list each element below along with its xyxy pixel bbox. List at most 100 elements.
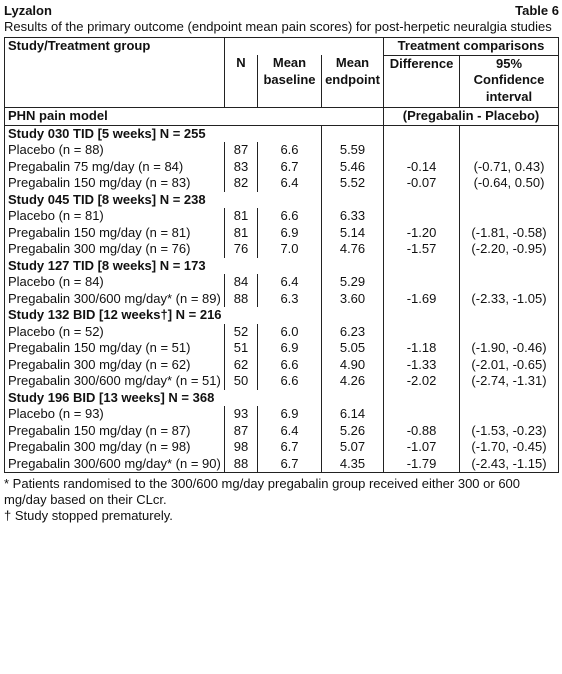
- empty-cell: [383, 257, 461, 274]
- value-cell: 5.14: [320, 224, 385, 241]
- data-row: Placebo (n = 81) 81 6.6 6.33: [4, 208, 559, 225]
- value-cell: (-2.01, -0.65): [459, 356, 559, 373]
- footnote: † Study stopped prematurely.: [4, 508, 173, 523]
- group-name: Pregabalin 150 mg/day (n = 83): [4, 175, 225, 192]
- value-cell: 5.07: [320, 439, 385, 456]
- value-cell: 93: [224, 406, 258, 423]
- value-cell: 88: [224, 290, 258, 307]
- study-heading: Study 045 TID [8 weeks] N = 238: [4, 191, 322, 208]
- column-header: Mean endpoint: [320, 55, 385, 108]
- empty-cell: [320, 257, 385, 274]
- value-cell: 5.05: [320, 340, 385, 357]
- value-cell: 4.35: [320, 455, 385, 473]
- value-cell: 50: [224, 373, 258, 390]
- value-cell: 84: [224, 274, 258, 291]
- study-heading: Study 132 BID [12 weeks†] N = 216: [4, 307, 322, 324]
- value-cell: 81: [224, 208, 258, 225]
- value-cell: 62: [224, 356, 258, 373]
- data-row: Pregabalin 300/600 mg/day* (n = 51) 50 6.6…: [4, 373, 559, 390]
- value-cell: 6.9: [257, 224, 322, 241]
- value-cell: -1.33: [383, 356, 461, 373]
- value-cell: 5.29: [320, 274, 385, 291]
- value-cell: (-2.20, -0.95): [459, 241, 559, 258]
- section-label: PHN pain model: [3, 107, 384, 126]
- value-cell: 76: [224, 241, 258, 258]
- group-name: Pregabalin 150 mg/day (n = 51): [4, 340, 225, 357]
- group-name: Pregabalin 300 mg/day (n = 76): [4, 241, 225, 258]
- value-cell: 6.3: [257, 290, 322, 307]
- value-cell: 6.23: [320, 323, 385, 340]
- value-cell: -0.14: [383, 158, 461, 175]
- header: Lyzalon Table 6: [4, 3, 559, 19]
- empty-cell: [383, 191, 461, 208]
- value-cell: 6.7: [257, 158, 322, 175]
- footnote: * Patients randomised to the 300/600 mg/…: [4, 476, 521, 507]
- group-name: Pregabalin 300 mg/day (n = 62): [4, 356, 225, 373]
- value-cell: 83: [224, 158, 258, 175]
- value-cell: (-1.90, -0.46): [459, 340, 559, 357]
- value-cell: -1.57: [383, 241, 461, 258]
- value-cell: (-2.74, -1.31): [459, 373, 559, 390]
- value-cell: -1.18: [383, 340, 461, 357]
- value-cell: 4.26: [320, 373, 385, 390]
- value-cell: 87: [224, 142, 258, 159]
- value-cell: 5.52: [320, 175, 385, 192]
- group-name: Pregabalin 300 mg/day (n = 98): [4, 439, 225, 456]
- data-row: Pregabalin 150 mg/day (n = 83) 82 6.4 5.52-…: [4, 175, 559, 192]
- empty-cell: [383, 406, 461, 423]
- group-name: Pregabalin 150 mg/day (n = 81): [4, 224, 225, 241]
- table-label: Table 6: [515, 3, 559, 18]
- value-cell: 5.46: [320, 158, 385, 175]
- empty-cell: [383, 125, 461, 142]
- data-row: Pregabalin 300 mg/day (n = 62) 62 6.6 4.90-…: [4, 356, 559, 373]
- empty-cell: [459, 142, 559, 159]
- data-row: Pregabalin 300/600 mg/day* (n = 90) 88 6.7…: [4, 455, 559, 473]
- value-cell: 81: [224, 224, 258, 241]
- value-cell: 4.90: [320, 356, 385, 373]
- data-row: Pregabalin 150 mg/day (n = 87) 87 6.4 5.26-…: [4, 422, 559, 439]
- value-cell: (-1.81, -0.58): [459, 224, 559, 241]
- value-cell: 51: [224, 340, 258, 357]
- results-table: Study/Treatment group Treatment comparis…: [3, 37, 559, 473]
- study-row: Study 127 TID [8 weeks] N = 173: [4, 257, 559, 274]
- data-row: Placebo (n = 84) 84 6.4 5.29: [4, 274, 559, 291]
- value-cell: (-1.53, -0.23): [459, 422, 559, 439]
- empty-cell: [459, 125, 559, 142]
- group-name: Placebo (n = 88): [4, 142, 225, 159]
- empty-cell: [383, 274, 461, 291]
- column-header: Difference: [383, 55, 461, 108]
- empty-cell: [459, 389, 559, 406]
- data-row: Pregabalin 150 mg/day (n = 51) 51 6.9 5.05-…: [4, 340, 559, 357]
- value-cell: (-0.71, 0.43): [459, 158, 559, 175]
- data-row: Pregabalin 150 mg/day (n = 81) 81 6.9 5.14-…: [4, 224, 559, 241]
- brand: Lyzalon: [4, 3, 52, 18]
- empty-cell: [383, 142, 461, 159]
- value-cell: 6.6: [257, 208, 322, 225]
- data-row: Pregabalin 300 mg/day (n = 76) 76 7.0 4.76-…: [4, 241, 559, 258]
- value-cell: 6.7: [257, 439, 322, 456]
- study-row: Study 030 TID [5 weeks] N = 255: [4, 125, 559, 142]
- value-cell: 82: [224, 175, 258, 192]
- value-cell: (-2.33, -1.05): [459, 290, 559, 307]
- value-cell: -2.02: [383, 373, 461, 390]
- value-cell: 6.6: [257, 142, 322, 159]
- empty-cell: [459, 307, 559, 324]
- value-cell: 6.33: [320, 208, 385, 225]
- column-header: Mean baseline: [257, 55, 322, 108]
- value-cell: (-1.70, -0.45): [459, 439, 559, 456]
- value-cell: 3.60: [320, 290, 385, 307]
- value-cell: 6.0: [257, 323, 322, 340]
- data-row: Pregabalin 75 mg/day (n = 84) 83 6.7 5.46 -0…: [4, 158, 559, 175]
- comparisons-header: Treatment comparisons: [383, 37, 559, 56]
- value-cell: 6.7: [257, 455, 322, 473]
- value-cell: (-0.64, 0.50): [459, 175, 559, 192]
- value-cell: 5.59: [320, 142, 385, 159]
- empty-cell: [459, 274, 559, 291]
- value-cell: -1.79: [383, 455, 461, 473]
- data-row: Pregabalin 300 mg/day (n = 98) 98 6.7 5.07-…: [4, 439, 559, 456]
- page: Lyzalon Table 6 Results of the primary o…: [3, 3, 559, 523]
- empty-cell: [320, 389, 385, 406]
- value-cell: 87: [224, 422, 258, 439]
- group-header: Study/Treatment group: [4, 37, 225, 108]
- study-row: Study 132 BID [12 weeks†] N = 216: [4, 307, 559, 324]
